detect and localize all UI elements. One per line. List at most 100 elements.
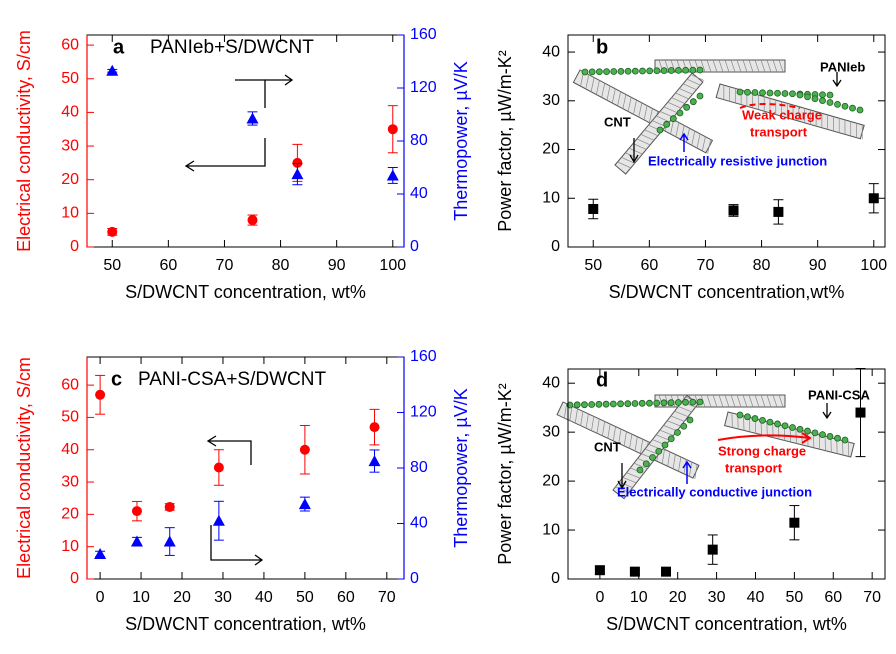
x-tick-label: 30	[214, 589, 232, 606]
nanotube-line	[760, 59, 766, 73]
polymer-bead	[656, 126, 664, 134]
arrow	[832, 72, 842, 88]
x-tick-label: 20	[669, 589, 687, 606]
nanotube-line	[670, 119, 674, 135]
marker	[163, 535, 176, 547]
y-tick-label: 10	[542, 189, 560, 206]
polymer-bead	[736, 411, 744, 419]
nanotube-line	[847, 441, 850, 457]
panel-label: b	[596, 36, 608, 58]
nanotube-line	[627, 97, 632, 112]
marker	[369, 422, 380, 433]
marker	[291, 168, 304, 180]
nanotube-line	[678, 406, 692, 413]
polymer-bead	[686, 416, 694, 424]
nanotube-line	[643, 105, 648, 120]
polymer-bead	[689, 398, 697, 406]
nanotube-line	[691, 130, 696, 146]
nanotube-line	[663, 106, 678, 114]
nanotube-line	[696, 133, 701, 149]
marker	[292, 157, 303, 168]
annotation: Electrically conductive junction	[617, 484, 812, 499]
annotation: CNT	[604, 114, 631, 129]
nanotube-line	[667, 420, 681, 427]
annotation: PANIeb	[820, 59, 865, 74]
x-tick-label: 20	[173, 589, 191, 606]
nanotube-line	[754, 59, 760, 73]
panel-label: a	[113, 36, 125, 58]
polymer-bead	[674, 429, 681, 436]
nanotube-line	[686, 128, 690, 143]
x-tick-label: 70	[697, 257, 715, 274]
nanotube-line	[766, 394, 772, 408]
annotation: transport	[725, 460, 783, 475]
polymer-bead	[624, 67, 632, 75]
y-tick-label: 60	[61, 376, 79, 393]
marker	[855, 407, 866, 418]
x-tick-label: 60	[159, 257, 177, 274]
nanotube-line	[678, 456, 682, 472]
polymer-bead	[603, 68, 610, 76]
nanotube-line	[700, 59, 706, 73]
nanotube-line	[754, 394, 760, 408]
nanotube-line	[718, 59, 724, 73]
nanotube-line	[569, 406, 573, 421]
marker	[130, 535, 143, 547]
y-tick-label: 10	[61, 205, 79, 222]
nanotube-line	[667, 451, 671, 467]
nanotube-line	[730, 59, 736, 73]
y2-axis-label: Thermopower, µV/K	[451, 388, 471, 547]
x-tick-label: 70	[216, 257, 234, 274]
marker	[246, 112, 259, 124]
nanotube-line	[748, 59, 754, 73]
arrow	[739, 103, 801, 109]
y-tick-label: 10	[61, 538, 79, 555]
x-axis-label: S/DWCNT concentration, wt%	[606, 614, 847, 634]
panel-label: c	[111, 368, 122, 390]
nanotube-line	[590, 77, 595, 92]
nanotube-line	[861, 124, 863, 140]
nanotube-line	[679, 88, 693, 95]
nanotube-line	[736, 394, 742, 408]
nanotube-line	[833, 116, 834, 132]
polymer-bead	[638, 399, 646, 407]
nanotube-line	[844, 119, 846, 135]
marker	[212, 514, 225, 526]
annotation: PANI-CSA	[808, 387, 870, 402]
nanotube-line	[724, 59, 730, 73]
polymer-bead	[826, 433, 834, 440]
polymer-bead	[682, 398, 689, 406]
nanotube-line	[633, 99, 637, 115]
nanotube-line	[712, 59, 718, 73]
annotation: CNT	[594, 439, 621, 454]
polymer-bead	[804, 93, 811, 101]
y2-tick-label: 0	[410, 238, 419, 255]
y2-tick-label: 120	[410, 404, 437, 421]
y-tick-label: 40	[61, 104, 79, 121]
polymer-bead	[834, 100, 841, 108]
annotation: Electrically resistive junction	[648, 153, 827, 168]
nanotube-line	[663, 425, 678, 432]
polymer-bead	[624, 400, 632, 408]
marker	[594, 565, 605, 576]
polymer-bead	[667, 435, 675, 443]
polymer-bead	[744, 88, 751, 96]
marker	[868, 193, 879, 204]
polymer-bead	[766, 418, 774, 426]
polymer-bead	[661, 441, 669, 449]
x-tick-label: 100	[379, 257, 406, 274]
panel-title: PANI-CSA+S/DWCNT	[138, 369, 326, 390]
y-tick-label: 30	[61, 137, 79, 154]
nanotube-line	[622, 94, 627, 109]
nanotube-line	[718, 394, 724, 408]
polymer-bead	[669, 115, 677, 123]
annotation: transport	[750, 124, 808, 139]
y-tick-label: 20	[61, 171, 79, 188]
arrow	[617, 463, 627, 490]
marker	[106, 64, 119, 76]
nanotube	[556, 401, 700, 479]
polymer-bead	[676, 109, 684, 117]
nanotube-line	[712, 394, 718, 408]
polymer-bead	[617, 67, 625, 75]
nanotube	[614, 72, 705, 175]
